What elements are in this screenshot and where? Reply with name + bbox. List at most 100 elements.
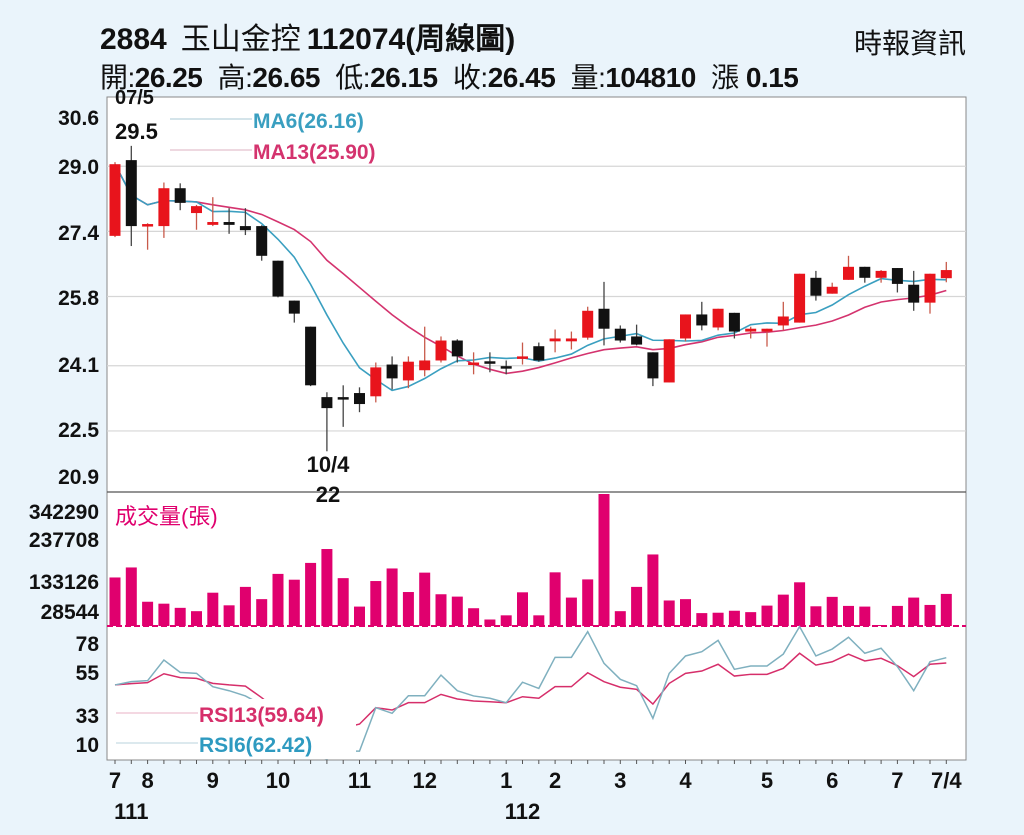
low-date-annotation: 10/4 <box>307 452 351 477</box>
volume-bar <box>565 597 577 626</box>
quote-open: 開:26.25 <box>100 62 203 93</box>
volume-bar <box>859 606 871 626</box>
volume-bar <box>435 594 447 626</box>
candle-body <box>321 397 333 409</box>
price-tick-label: 25.8 <box>58 287 99 310</box>
candle-body <box>647 352 659 379</box>
volume-bar <box>158 603 170 626</box>
volume-bar <box>875 625 887 626</box>
candle-body <box>745 328 757 332</box>
candlestick <box>158 182 170 238</box>
stock-name: 玉山金控 <box>180 23 301 56</box>
candle-body <box>484 361 496 364</box>
candlestick <box>631 324 643 346</box>
candle-body <box>549 338 561 342</box>
candle-body <box>582 310 594 338</box>
candlestick <box>745 326 757 339</box>
volume-bar <box>419 572 431 626</box>
volume-tick-label: 28544 <box>41 601 100 624</box>
candle-body <box>239 226 251 231</box>
candlestick <box>924 273 936 314</box>
volume-bar <box>794 582 806 626</box>
rsi-tick-label: 33 <box>76 705 99 728</box>
candle-body <box>712 308 724 328</box>
candlestick <box>940 261 952 283</box>
candlestick <box>239 208 251 236</box>
x-tick-label: 7 <box>891 768 903 793</box>
candle-body <box>174 188 186 203</box>
volume-bar <box>321 549 333 626</box>
candle-body <box>419 360 431 371</box>
volume-bar <box>207 592 219 626</box>
x-tick-label: 11 <box>348 768 371 793</box>
candle-body <box>940 270 952 279</box>
volume-title: 成交量(張) <box>115 504 218 529</box>
x-year-label: 111 <box>114 799 148 824</box>
candle-body <box>191 206 202 214</box>
high-value-annotation: 29.5 <box>115 119 158 144</box>
volume-bar <box>191 611 202 626</box>
candlestick <box>549 329 561 353</box>
period-label: 112074(周線圖) <box>306 23 516 56</box>
candle-body <box>125 160 137 227</box>
candle-body <box>663 339 675 383</box>
candlestick <box>712 308 724 331</box>
volume-tick-label: 342290 <box>29 501 99 524</box>
candlestick <box>500 360 512 375</box>
quote-low: 低:26.15 <box>335 62 438 93</box>
candle-body <box>826 286 838 294</box>
x-tick-label: 8 <box>141 768 153 793</box>
x-tick-label: 3 <box>614 768 626 793</box>
volume-bar <box>288 579 300 626</box>
candle-body <box>810 277 822 296</box>
legend-ma13: MA13(25.90) <box>253 141 376 164</box>
candle-body <box>843 266 854 280</box>
rsi-tick-label: 10 <box>76 734 99 757</box>
candlestick <box>321 392 333 452</box>
x-tick-label: 9 <box>207 768 219 793</box>
candlestick <box>191 204 202 230</box>
candle-body <box>207 222 219 225</box>
volume-bar <box>549 572 561 626</box>
ma13-line <box>114 163 947 375</box>
x-tick-label: 7 <box>109 768 121 793</box>
candlestick <box>663 339 675 383</box>
candle-body <box>256 226 268 256</box>
volume-bar <box>680 599 691 626</box>
volume-bar <box>305 562 317 626</box>
price-tick-label: 24.1 <box>58 354 99 377</box>
quote-volume: 量:104810 <box>570 62 697 93</box>
candlestick <box>761 328 773 347</box>
candlestick <box>859 266 871 283</box>
x-tick-label: 2 <box>549 768 561 793</box>
candle-body <box>696 314 708 326</box>
volume-bar <box>272 573 284 626</box>
price-tick-label: 30.6 <box>58 107 99 130</box>
candle-body <box>500 366 512 369</box>
candlestick <box>142 223 154 250</box>
x-year-label: 112 <box>505 799 541 824</box>
price-tick-label: 27.4 <box>58 222 99 245</box>
volume-bar <box>468 608 480 626</box>
candle-body <box>614 328 626 341</box>
volume-bar <box>663 600 675 626</box>
candle-body <box>859 266 871 278</box>
legend-rsi13: RSI13(59.64) <box>199 704 324 727</box>
rsi-legend-box <box>110 699 356 759</box>
legend-ma6: MA6(26.16) <box>253 110 364 133</box>
volume-bar <box>517 592 528 626</box>
volume-bar <box>647 554 659 626</box>
price-tick-label: 22.5 <box>58 419 99 442</box>
volume-bar <box>109 577 121 626</box>
candlestick <box>533 342 545 362</box>
candle-body <box>272 260 284 297</box>
candle-body <box>631 336 643 345</box>
source-label: 時報資訊 <box>853 28 966 59</box>
plot-area <box>106 96 967 761</box>
candlestick <box>891 268 903 293</box>
candle-body <box>924 273 936 303</box>
quote-change: 漲 0.15 <box>711 62 799 93</box>
volume-bar <box>810 606 822 626</box>
candle-body <box>402 361 414 381</box>
candle-body <box>109 164 121 236</box>
